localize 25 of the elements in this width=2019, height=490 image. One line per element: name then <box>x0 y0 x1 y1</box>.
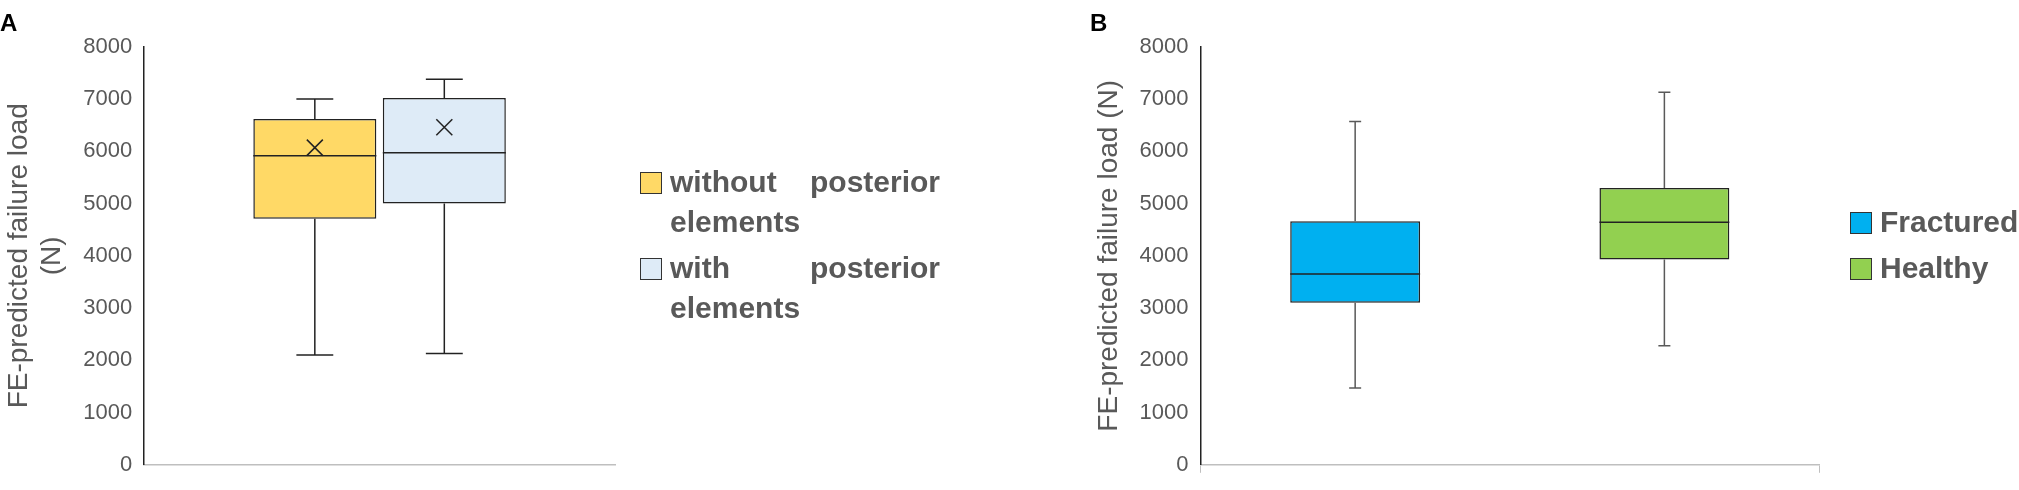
chart-title: B <box>1090 9 1108 37</box>
y-tick-label: 3000 <box>83 294 133 320</box>
y-tick-label: 2000 <box>83 346 133 372</box>
y-tick-label: 8000 <box>83 32 133 58</box>
y-tick-label: 0 <box>1176 450 1189 476</box>
y-tick-label: 4000 <box>83 241 133 267</box>
y-tick-label: 1000 <box>1139 398 1189 424</box>
y-tick-label: 7000 <box>1139 85 1189 111</box>
legend-label: with posterior elements <box>670 250 940 326</box>
y-tick-label: 8000 <box>1139 32 1189 58</box>
y-tick-label: 1000 <box>83 398 133 424</box>
y-tick-label: 2000 <box>1139 346 1189 372</box>
chart-title: A <box>0 9 18 37</box>
legend-label: Fractured <box>1880 204 2019 240</box>
y-tick-label: 4000 <box>1139 241 1189 267</box>
y-tick-label: 6000 <box>83 137 133 163</box>
y-tick-label: 5000 <box>1139 189 1189 215</box>
y-tick-label: 0 <box>119 450 133 476</box>
y-axis-title: FE-predicted failure load (N) <box>1 103 67 409</box>
legend-label: Healthy <box>1880 250 1989 286</box>
y-tick-label: 3000 <box>1139 294 1189 320</box>
y-tick-label: 7000 <box>83 85 133 111</box>
y-tick-label: 5000 <box>83 189 133 215</box>
y-axis-title: FE-predicted failure load (N) <box>1091 79 1123 432</box>
y-tick-label: 6000 <box>1139 137 1189 163</box>
